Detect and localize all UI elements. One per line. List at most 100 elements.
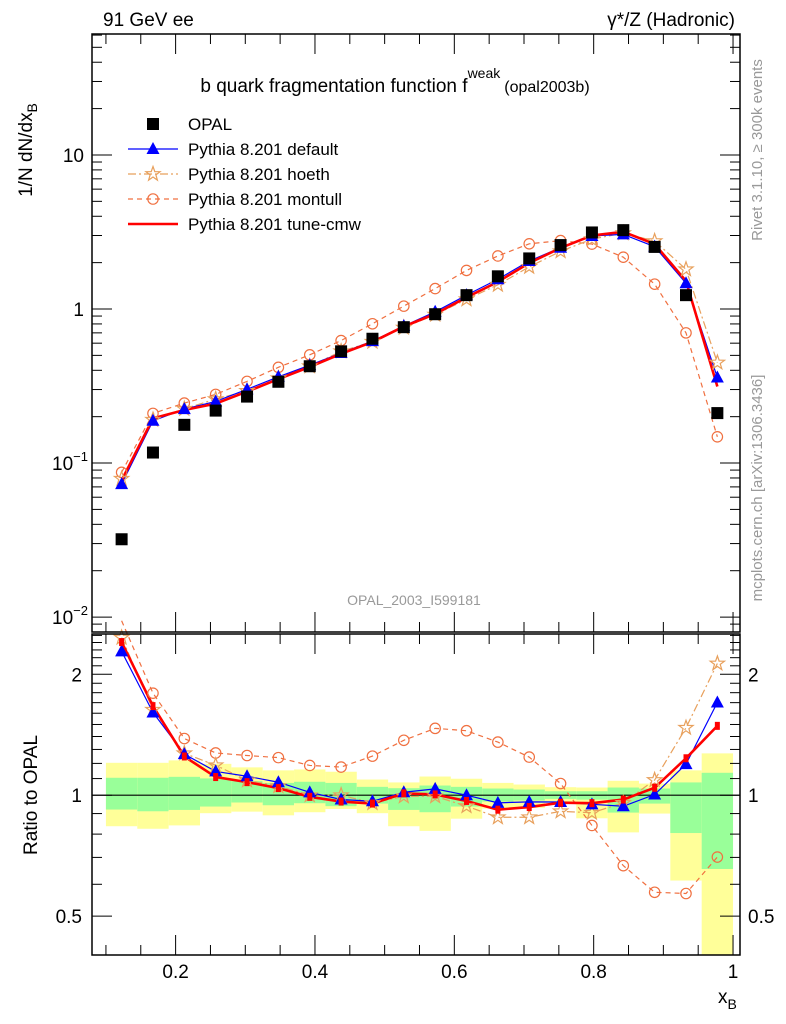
point-opal [366, 332, 379, 345]
ratio-y-axis-label: Ratio to OPAL [21, 735, 42, 855]
band-green [701, 772, 734, 869]
point-montull [680, 327, 692, 339]
ratio-point-hoeth [677, 718, 695, 736]
y-tick-label: 10−2 [52, 603, 88, 629]
ratio-tick-label-left: 1 [71, 786, 82, 807]
x-tick-label: 1 [728, 962, 739, 983]
ratio-point-cmw [495, 805, 501, 814]
ratio-point-cmw [558, 798, 564, 807]
ratio-point-montull [272, 751, 285, 764]
ratio-point-hoeth [394, 786, 413, 804]
legend-label-hoeth: Pythia 8.201 hoeth [188, 165, 330, 184]
point-opal [711, 407, 724, 420]
band-green [105, 777, 138, 810]
point-opal [617, 224, 630, 237]
ratio-point-default [522, 794, 536, 807]
series-markers [112, 223, 727, 900]
point-opal [303, 360, 316, 373]
ratio-point-montull [178, 732, 191, 745]
x-tick-label: 0.4 [302, 962, 329, 983]
ratio-point-default [710, 695, 724, 708]
ratio-point-cmw [213, 773, 219, 782]
ratio-tick-label-right: 1 [748, 786, 759, 807]
ratio-bands [92, 753, 740, 955]
point-default [679, 276, 693, 289]
point-default [177, 402, 191, 415]
axis-ticks: 0.2 0.4 0.6 0.8 1 10 1 10−1 10−2 0.5 0.5 1 1 2 2 [52, 34, 774, 983]
point-opal [335, 345, 348, 358]
ratio-point-cmw [714, 721, 720, 730]
band-green [231, 781, 263, 803]
point-hoeth [708, 353, 727, 371]
point-montull [711, 431, 724, 443]
ratio-tick-label-right: 0.5 [748, 907, 774, 928]
point-default [710, 370, 724, 383]
point-montull [617, 251, 630, 263]
ratio-point-hoeth [457, 796, 476, 814]
point-opal [554, 239, 567, 252]
legend: OPAL Pythia 8.201 default Pythia 8.201 hoe… [128, 115, 362, 234]
ratio-point-hoeth [583, 803, 601, 821]
point-default [146, 413, 160, 426]
band-green [168, 776, 200, 810]
ratio-point-hoeth [520, 807, 539, 825]
line-hoeth-main [121, 232, 718, 480]
ratio-point-hoeth [488, 807, 507, 825]
point-montull [523, 238, 536, 250]
ratio-point-cmw [652, 783, 658, 792]
point-montull [366, 317, 379, 330]
legend-marker-opal [147, 118, 159, 130]
ratio-point-montull [460, 724, 473, 737]
legend-label-opal: OPAL [188, 115, 232, 134]
x-tick-label: 0.8 [580, 962, 606, 983]
ratio-point-montull [680, 887, 692, 900]
point-default [209, 394, 223, 407]
mcplots-credit-text: mcplots.cern.ch [arXiv:1306.3436] [749, 375, 766, 602]
main-frame [91, 33, 741, 633]
ratio-point-cmw [432, 790, 438, 799]
point-montull [429, 282, 441, 295]
legend-label-cmw: Pythia 8.201 tune-cmw [188, 215, 362, 234]
y-tick-label: 10−1 [52, 449, 88, 475]
ratio-point-cmw [620, 795, 626, 804]
point-opal [272, 375, 285, 388]
ratio-point-default [209, 764, 223, 777]
ratio-point-montull [711, 851, 724, 863]
ratio-point-default [115, 644, 129, 657]
ratio-point-cmw [181, 752, 187, 761]
x-tick-label: 0.6 [441, 962, 467, 983]
header-right: γ*/Z (Hadronic) [607, 10, 735, 31]
chart-title: b quark fragmentation function fweak(opa… [200, 65, 589, 97]
ratio-point-cmw [244, 778, 250, 787]
ratio-point-default [616, 799, 630, 812]
ratio-tick-label-right: 2 [748, 665, 759, 686]
ratio-point-default [240, 769, 254, 782]
ratio-point-cmw [683, 754, 689, 763]
x-tick-label: 0.2 [162, 962, 188, 983]
ratio-point-default [491, 795, 505, 808]
rivet-version-text: Rivet 3.1.10, ≥ 300k events [749, 59, 766, 241]
watermark: OPAL_2003_I599181 [347, 592, 481, 608]
point-opal [585, 226, 598, 239]
point-opal [429, 308, 442, 321]
ratio-point-montull [335, 761, 347, 773]
ratio-point-montull [366, 750, 379, 762]
ratio-point-default [648, 787, 662, 800]
ratio-point-cmw [526, 803, 532, 812]
ratio-point-cmw [369, 799, 375, 808]
point-opal [523, 252, 536, 265]
line-montull-main [121, 240, 718, 473]
line-hoeth-ratio [121, 637, 718, 818]
ratio-point-default [428, 781, 442, 794]
point-opal [680, 289, 692, 302]
point-opal [397, 321, 410, 334]
point-montull [460, 264, 473, 277]
ratio-point-montull [429, 722, 441, 735]
line-cmw-main [120, 230, 719, 482]
ratio-point-cmw [401, 789, 407, 798]
ratio-point-cmw [307, 792, 313, 801]
legend-marker-hoeth [144, 164, 162, 182]
ratio-point-default [271, 775, 285, 788]
ratio-point-montull [648, 886, 661, 899]
ratio-point-cmw [338, 797, 344, 806]
